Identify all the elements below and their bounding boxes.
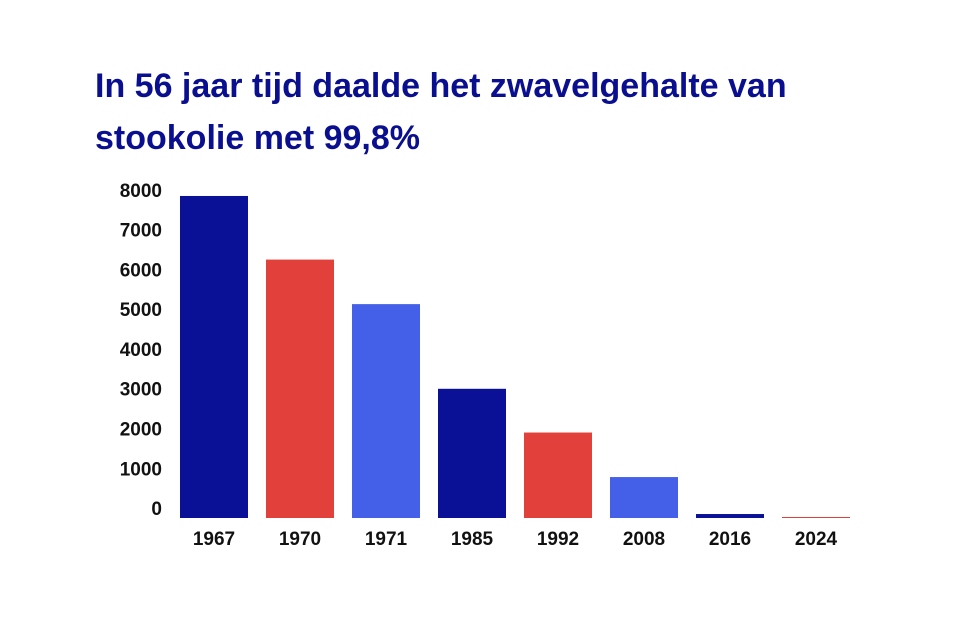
bar: [180, 195, 248, 518]
x-tick-label: 1971: [365, 529, 408, 550]
y-tick-label: 8000: [120, 181, 162, 202]
y-tick-label: 2000: [120, 420, 162, 441]
bar: [782, 517, 850, 519]
bar: [524, 432, 592, 518]
bar: [438, 388, 506, 518]
y-tick-label: 6000: [120, 260, 162, 281]
x-tick-label: 1992: [537, 529, 579, 550]
y-tick-label: 1000: [120, 459, 162, 480]
x-tick-label: 2016: [709, 529, 751, 550]
x-tick-label: 1967: [193, 529, 235, 550]
x-tick-label: 2008: [623, 529, 665, 550]
x-tick-label: 1970: [279, 529, 321, 550]
x-tick-label: 1985: [451, 529, 494, 550]
bar: [610, 477, 678, 518]
y-tick-label: 4000: [120, 340, 162, 361]
x-tick-label: 2024: [795, 529, 838, 550]
y-tick-label: 0: [151, 499, 162, 520]
y-tick-label: 7000: [120, 221, 162, 242]
y-tick-label: 5000: [120, 300, 162, 321]
y-tick-label: 3000: [120, 380, 162, 401]
bar: [352, 304, 420, 518]
bar: [266, 259, 334, 518]
bar: [696, 514, 764, 518]
chart-title: In 56 jaar tijd daalde het zwavelgehalte…: [95, 67, 787, 157]
